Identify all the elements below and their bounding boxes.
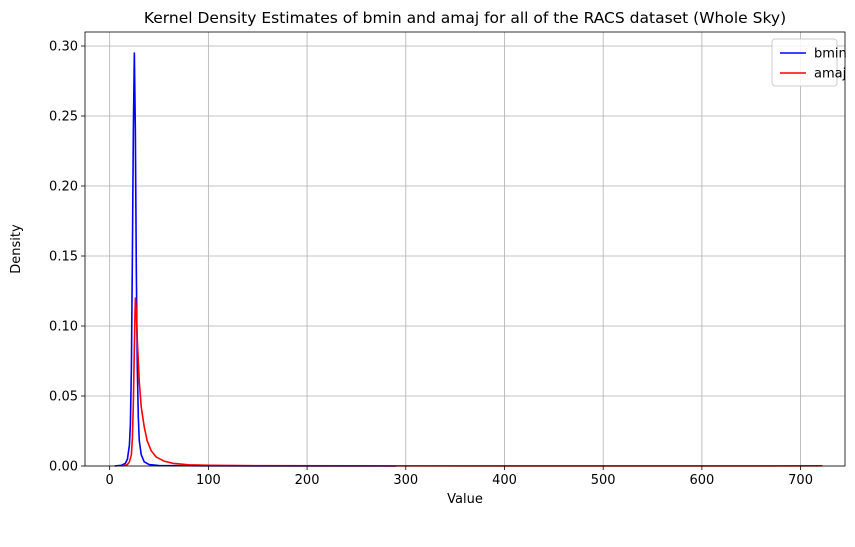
x-axis-ticks: 0 100 200 300 400 500 600 700: [106, 466, 813, 488]
x-tick-label: 400: [492, 473, 517, 488]
x-tick-label: 0: [106, 473, 114, 488]
x-tick-label: 500: [591, 473, 616, 488]
y-tick-label: 0.10: [49, 320, 78, 335]
y-tick-label: 0.15: [49, 250, 78, 265]
x-tick-label: 300: [393, 473, 418, 488]
chart-title: Kernel Density Estimates of bmin and ama…: [144, 9, 786, 27]
x-axis-label: Value: [447, 492, 483, 507]
y-tick-label: 0.25: [49, 110, 78, 125]
legend-label-bmin: bmin: [814, 47, 847, 62]
series-line-bmin: [114, 52, 396, 467]
grid-lines: [85, 32, 845, 467]
x-tick-label: 100: [196, 473, 221, 488]
plot-frame: [84, 31, 846, 467]
x-tick-label: 600: [689, 473, 714, 488]
series-line-amaj: [121, 297, 823, 467]
y-axis-ticks: 0.00 0.05 0.10 0.15 0.20 0.25 0.30: [49, 40, 85, 475]
y-tick-label: 0.00: [49, 460, 78, 475]
y-axis-label: Density: [9, 224, 24, 274]
series-lines: [114, 52, 823, 467]
legend-label-amaj: amaj: [814, 67, 846, 82]
legend-box: [771, 38, 838, 87]
x-tick-label: 700: [788, 473, 813, 488]
y-tick-label: 0.05: [49, 390, 78, 405]
y-tick-label: 0.20: [49, 180, 78, 195]
x-tick-label: 200: [295, 473, 320, 488]
y-tick-label: 0.30: [49, 40, 78, 55]
legend: bmin amaj: [771, 38, 847, 87]
